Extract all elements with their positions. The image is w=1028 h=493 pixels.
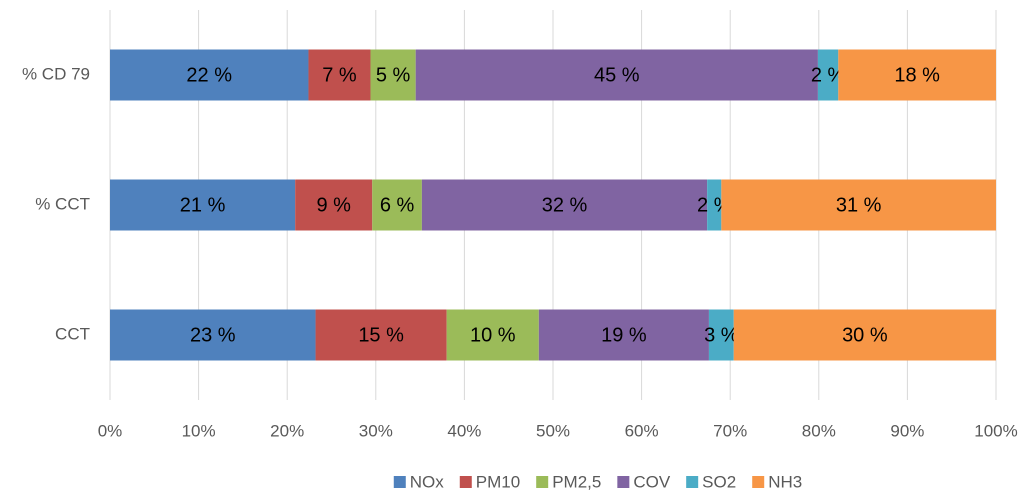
bar-segment xyxy=(110,49,309,101)
bar-segment xyxy=(817,49,839,101)
x-tick-label: 0% xyxy=(98,421,123,440)
x-tick-label: 10% xyxy=(182,421,216,440)
legend-swatch xyxy=(393,476,406,488)
data-label: 15 % xyxy=(358,324,404,346)
bar-segment xyxy=(708,309,734,361)
data-label: 5 % xyxy=(376,64,411,86)
bar-segment xyxy=(295,179,373,231)
data-label: 10 % xyxy=(470,324,516,346)
bar-segment xyxy=(110,309,316,361)
bar-segment xyxy=(415,49,818,101)
legend-swatch xyxy=(536,476,549,488)
data-label: 31 % xyxy=(836,194,882,216)
y-tick-label: % CCT xyxy=(35,194,90,213)
data-label: 30 % xyxy=(842,324,888,346)
x-tick-label: 90% xyxy=(890,421,924,440)
bar-segment xyxy=(707,179,722,231)
x-tick-label: 60% xyxy=(625,421,659,440)
bar-segment xyxy=(538,309,709,361)
x-tick-label: 100% xyxy=(974,421,1017,440)
legend-label: SO2 xyxy=(702,472,736,491)
legend-label: NOx xyxy=(410,472,445,491)
data-label: 3 % xyxy=(704,324,739,346)
data-label: 9 % xyxy=(316,194,351,216)
y-tick-label: CCT xyxy=(55,324,90,343)
y-tick-label: % CD 79 xyxy=(22,64,90,83)
data-label: 32 % xyxy=(542,194,588,216)
x-tick-label: 70% xyxy=(713,421,747,440)
legend-swatch xyxy=(459,476,472,488)
data-label: 45 % xyxy=(594,64,640,86)
legend-label: NH3 xyxy=(768,472,802,491)
x-tick-label: 40% xyxy=(447,421,481,440)
x-tick-label: 20% xyxy=(270,421,304,440)
legend-label: PM10 xyxy=(476,472,520,491)
legend-label: PM2,5 xyxy=(552,472,601,491)
bar-segment xyxy=(838,49,996,101)
legend-label: COV xyxy=(633,472,671,491)
legend-swatch xyxy=(686,476,699,488)
bar-segment xyxy=(315,309,447,361)
bar-segment xyxy=(733,309,996,361)
data-label: 2 % xyxy=(811,64,846,86)
bar-segment xyxy=(372,179,422,231)
bar-segment xyxy=(110,179,296,231)
data-label: 18 % xyxy=(894,64,940,86)
x-tick-label: 80% xyxy=(802,421,836,440)
data-label: 22 % xyxy=(186,64,232,86)
data-label: 23 % xyxy=(190,324,236,346)
x-tick-label: 30% xyxy=(359,421,393,440)
legend-swatch xyxy=(752,476,765,488)
data-label: 21 % xyxy=(180,194,226,216)
legend-swatch xyxy=(617,476,630,488)
data-label: 19 % xyxy=(601,324,647,346)
bar-segment xyxy=(446,309,539,361)
data-label: 7 % xyxy=(322,64,357,86)
bar-segment xyxy=(721,179,996,231)
bar-segment xyxy=(308,49,371,101)
data-label: 6 % xyxy=(380,194,415,216)
bar-segment xyxy=(421,179,708,231)
x-tick-label: 50% xyxy=(536,421,570,440)
bar-segment xyxy=(370,49,416,101)
